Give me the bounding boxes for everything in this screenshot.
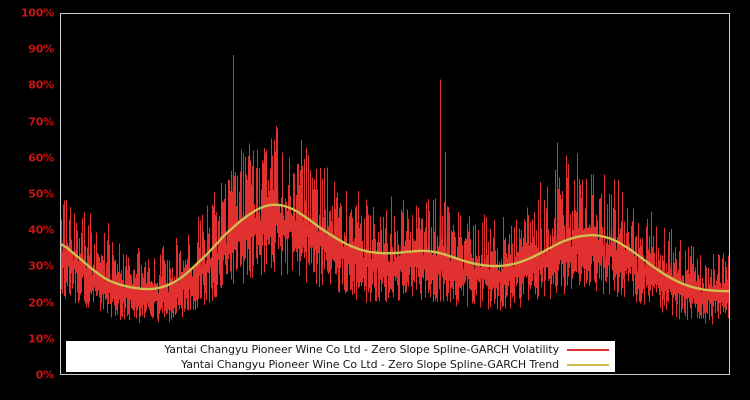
y-tick-label: 30%: [28, 259, 54, 273]
legend-swatch-trend: [567, 363, 609, 366]
chart-legend: Yantai Changyu Pioneer Wine Co Ltd - Zer…: [66, 341, 615, 372]
y-axis: 0% 10% 20% 30% 40% 50% 60% 70% 80% 90% 100%: [0, 0, 57, 400]
y-tick-label: 70%: [28, 115, 54, 129]
y-tick-label: 80%: [28, 78, 54, 92]
y-tick-label: 0%: [35, 368, 54, 382]
plot-canvas: [61, 55, 729, 325]
trend-line: [61, 203, 729, 293]
y-tick-label: 90%: [28, 42, 54, 56]
y-tick-label: 50%: [28, 187, 54, 201]
legend-label-volatility: Yantai Changyu Pioneer Wine Co Ltd - Zer…: [164, 343, 559, 356]
y-tick-label: 40%: [28, 223, 54, 237]
y-tick-label: 10%: [28, 332, 54, 346]
volatility-series: [61, 55, 729, 325]
y-tick-label: 60%: [28, 151, 54, 165]
y-tick-label: 100%: [20, 6, 54, 20]
y-tick-label: 20%: [28, 296, 54, 310]
legend-swatch-volatility: [567, 348, 609, 351]
legend-item-volatility: Yantai Changyu Pioneer Wine Co Ltd - Zer…: [66, 342, 615, 357]
volatility-line: [61, 169, 729, 308]
legend-label-trend: Yantai Changyu Pioneer Wine Co Ltd - Zer…: [181, 358, 559, 371]
plot-area: [60, 13, 730, 375]
legend-item-trend: Yantai Changyu Pioneer Wine Co Ltd - Zer…: [66, 357, 615, 372]
